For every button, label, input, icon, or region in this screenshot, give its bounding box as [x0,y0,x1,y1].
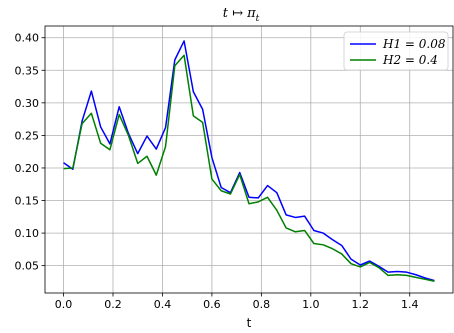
series-line-1 [63,40,435,282]
legend: H1 = 0.08 H2 = 0.4 [343,31,449,71]
chart-title: t ↦ πt [223,6,260,24]
y-tick-label: 0.30 [15,97,40,110]
y-tick-label: 0.35 [15,64,40,77]
plot-frame [44,25,454,294]
x-tick-label: 1.2 [352,298,370,311]
y-tick-label: 0.10 [15,227,40,240]
plot-area [44,25,454,294]
x-tick-label: 0.0 [55,298,73,311]
series-layer [63,40,435,283]
y-tick-label: 0.20 [15,162,40,175]
x-tick-label: 0.6 [203,298,221,311]
x-tick-label: 0.2 [104,298,122,311]
chart-title-subscript: t [256,14,260,24]
x-tick-label: 0.4 [154,298,172,311]
series-line-2 [63,54,435,283]
chart-title-t: t ↦ π [223,6,256,21]
y-tick-label: 0.25 [15,129,40,142]
x-tick-label: 0.8 [253,298,271,311]
legend-label-2: H2 = 0.4 [382,53,438,67]
y-axis: 0.05 0.10 0.15 0.20 0.25 0.30 0.35 0.40 [15,32,45,273]
x-axis: 0.0 0.2 0.4 0.6 0.8 1.0 1.2 1.4 [55,293,419,311]
x-tick-label: 1.4 [401,298,419,311]
x-tick-label: 1.0 [302,298,320,311]
y-tick-label: 0.40 [15,32,40,45]
y-tick-label: 0.05 [15,260,40,273]
legend-label-1: H1 = 0.08 [382,37,446,51]
legend-items: H1 = 0.08 H2 = 0.4 [350,37,446,67]
y-tick-label: 0.15 [15,195,40,208]
x-axis-label: t [247,316,252,330]
